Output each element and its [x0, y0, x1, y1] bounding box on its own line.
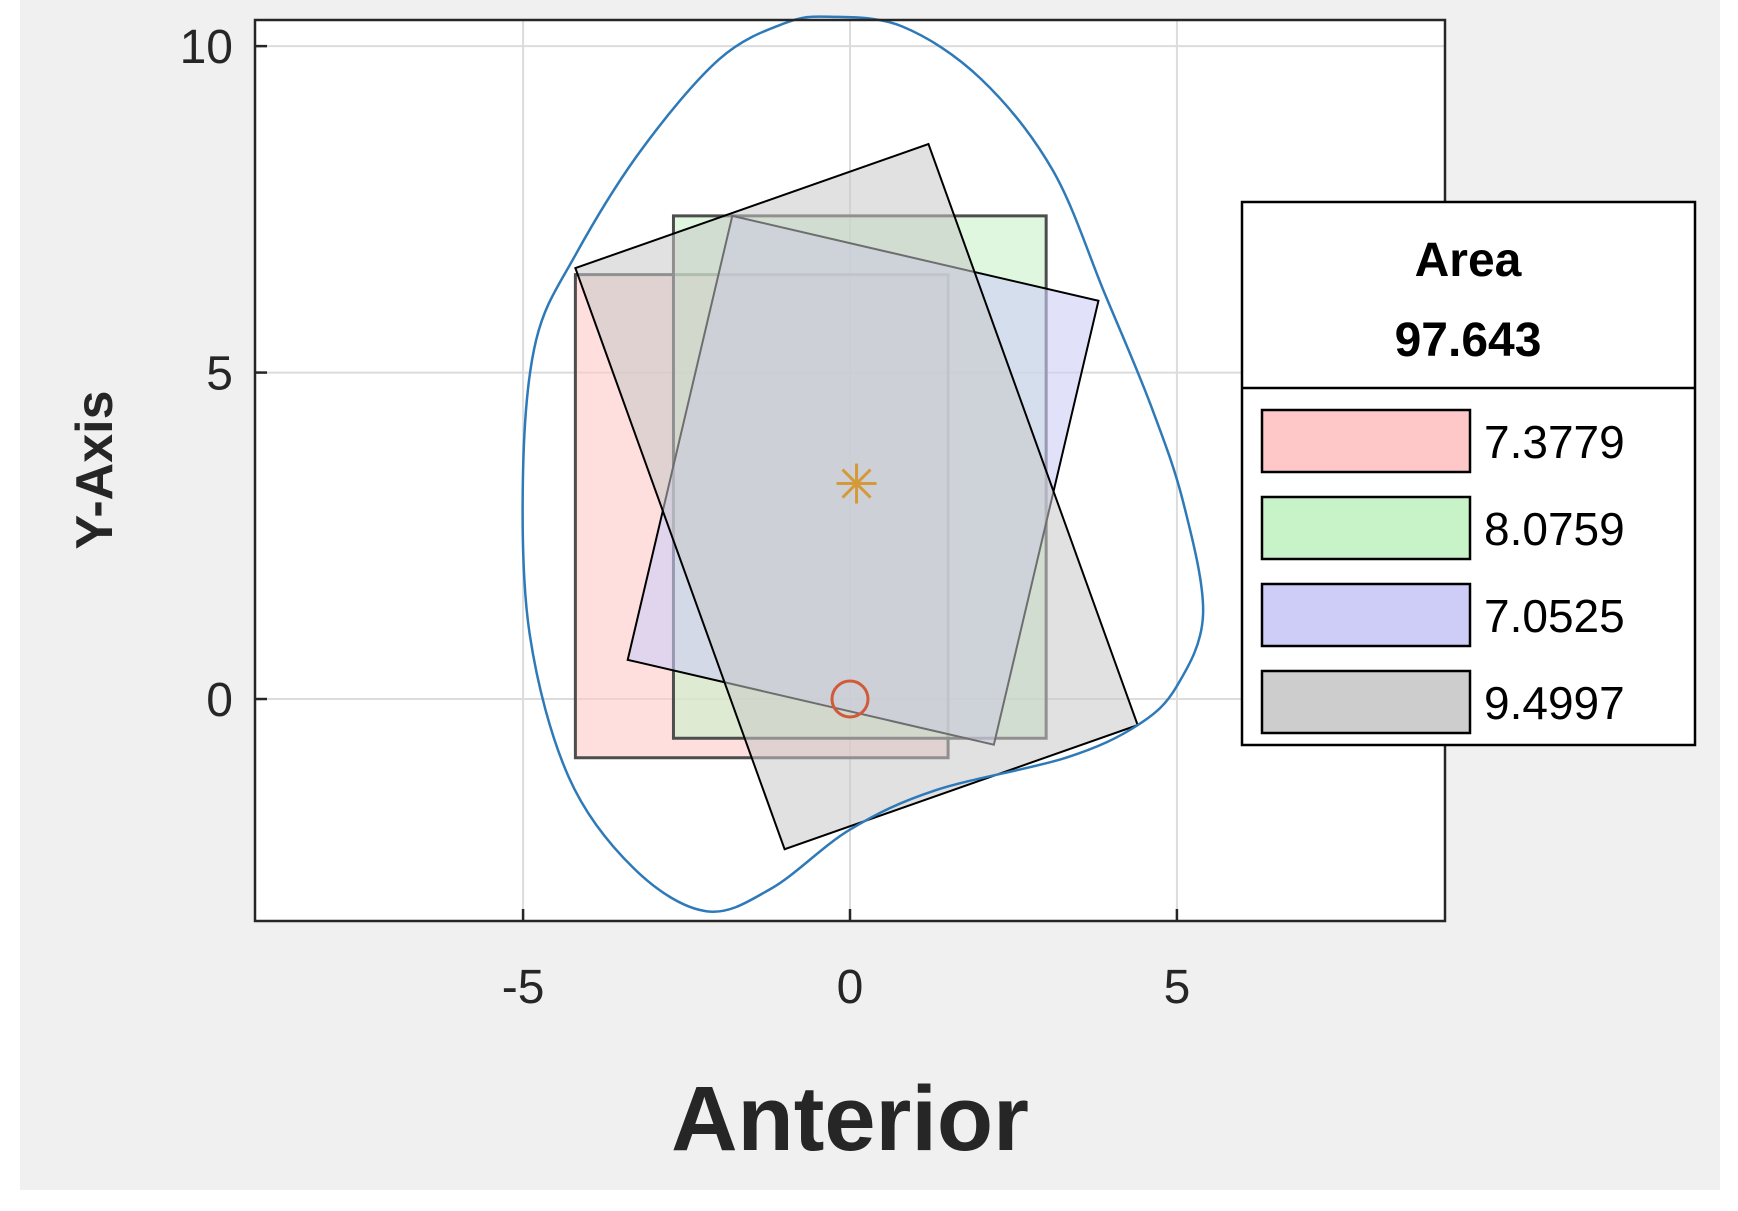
y-tick-label: 10 — [180, 21, 233, 74]
legend-swatch-3 — [1260, 582, 1472, 648]
legend-label-3: 7.0525 — [1484, 590, 1625, 642]
legend-title-line2: 97.643 — [1395, 314, 1542, 367]
legend-title-line1: Area — [1415, 234, 1522, 287]
circle-marker — [830, 679, 870, 719]
y-axis-label: Y-Axis — [66, 391, 124, 550]
legend[interactable]: Area 97.643 7.3779 8.0759 7.0525 9.4997 — [1240, 200, 1697, 747]
boundary-curve — [521, 15, 1205, 913]
x-tick-label: 0 — [837, 961, 864, 1014]
x-tick-label: 5 — [1164, 961, 1191, 1014]
y-tick-label: 0 — [206, 674, 233, 727]
legend-swatch-4 — [1260, 669, 1472, 735]
x-axis-label: Anterior — [671, 1068, 1029, 1170]
legend-swatch-2 — [1260, 495, 1472, 561]
markers-layer — [830, 463, 877, 719]
y-tick-label: 5 — [206, 348, 233, 401]
x-tick-label: -5 — [502, 961, 545, 1014]
ticks-layer: -5 0 5 0 5 10 — [180, 21, 1191, 1014]
legend-label-1: 7.3779 — [1484, 416, 1625, 468]
legend-swatch-1 — [1260, 408, 1472, 474]
legend-label-2: 8.0759 — [1484, 503, 1625, 555]
asterisk-marker — [836, 463, 877, 504]
legend-box — [1240, 200, 1697, 747]
legend-entries: 7.3779 8.0759 7.0525 9.4997 — [1260, 408, 1625, 735]
legend-label-4: 9.4997 — [1484, 677, 1625, 729]
